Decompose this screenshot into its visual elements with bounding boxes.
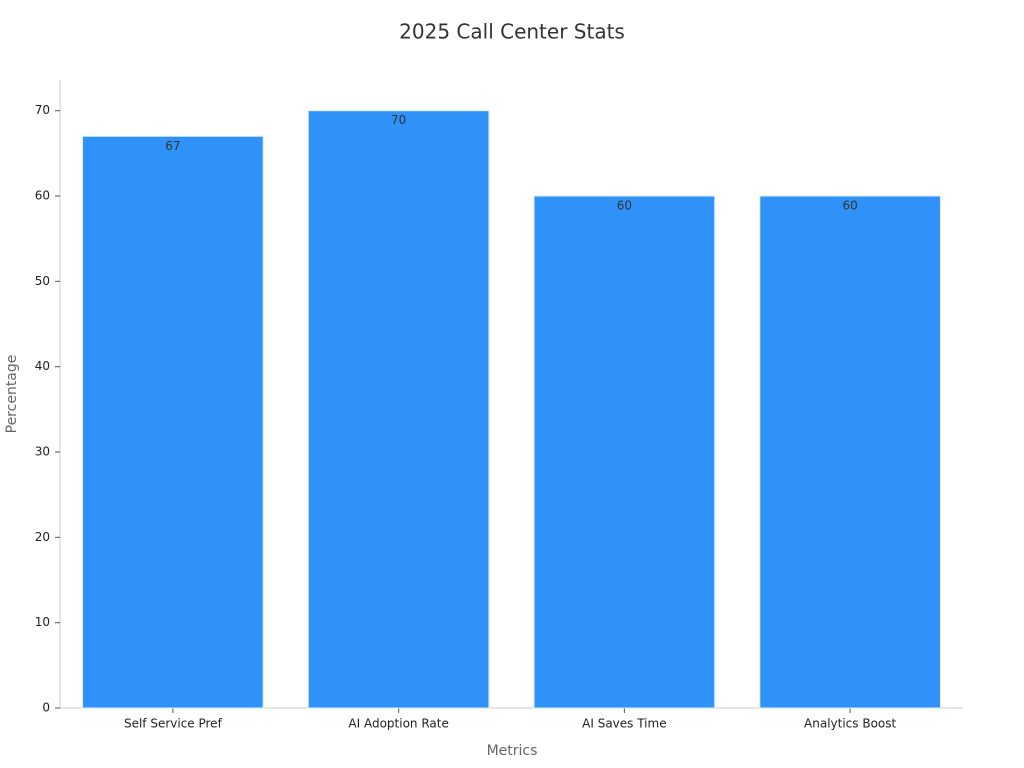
bar (533, 195, 716, 709)
data-label: 60 (842, 199, 857, 213)
y-axis-label: Percentage (4, 355, 20, 434)
bar (82, 135, 264, 709)
x-axis-label: Metrics (487, 743, 538, 759)
y-tick-label: 30 (35, 445, 50, 459)
y-tick-label: 40 (35, 359, 50, 373)
bar (307, 110, 490, 709)
y-tick-label: 70 (35, 103, 50, 117)
x-tick-label: Analytics Boost (804, 717, 896, 731)
y-tick-label: 10 (35, 615, 50, 629)
y-tick-label: 60 (35, 189, 50, 203)
x-tick-label: Self Service Pref (124, 717, 223, 731)
y-tick-label: 50 (35, 274, 50, 288)
x-tick-label: AI Saves Time (582, 717, 666, 731)
x-tick-label: AI Adoption Rate (348, 717, 448, 731)
data-label: 70 (391, 113, 406, 127)
data-label: 60 (617, 199, 632, 213)
y-tick-label: 0 (42, 701, 50, 715)
chart-title: 2025 Call Center Stats (399, 20, 625, 44)
data-label: 67 (165, 139, 180, 153)
bar (759, 195, 941, 709)
y-tick-label: 20 (35, 530, 50, 544)
